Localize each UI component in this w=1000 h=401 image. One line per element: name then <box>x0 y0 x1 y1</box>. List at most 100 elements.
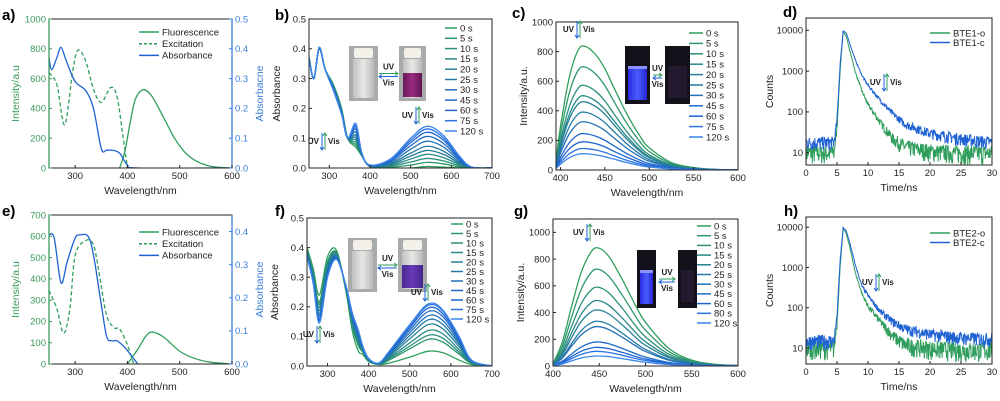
x-tick-label: 500 <box>172 367 188 378</box>
legend-label: 25 s <box>714 270 732 281</box>
legend-label: 120 s <box>460 126 483 137</box>
y-tick-label: 1000 <box>25 14 46 25</box>
vial-cap <box>403 240 422 250</box>
y-tick-label: 200 <box>30 134 46 145</box>
vial-photo-dark-blue <box>637 250 656 308</box>
legend-label: Excitation <box>162 39 203 50</box>
legend-label: 10 s <box>714 241 732 252</box>
vial-photo-violet <box>398 238 427 292</box>
panel-g: g) 400 450 500 550 600 0 200 400 600 800 1000 Wavele… <box>514 203 746 395</box>
series-line-5s <box>553 268 738 366</box>
y2-tick-label: 0.0 <box>235 163 248 174</box>
y-tick-label: 0.3 <box>293 74 306 85</box>
y-axis-label: Intensity/a.u. <box>515 263 527 323</box>
legend-label: BTE1-o <box>953 28 985 39</box>
uv-label: UV <box>870 78 882 87</box>
legend-label: 60 s <box>466 295 484 306</box>
series-line-120s <box>307 256 492 366</box>
y-tick-label: 0 <box>548 165 553 176</box>
y2-tick-label: 0.1 <box>235 326 248 337</box>
arrow-right-icon <box>379 71 399 76</box>
panel-label: h) <box>784 203 798 220</box>
y2-tick-label: 0.3 <box>235 74 248 85</box>
x-tick-label: 600 <box>224 367 240 378</box>
y-axis-label: Intensity/a.u <box>10 261 22 318</box>
series-group <box>309 46 492 168</box>
legend-label: 15 s <box>466 248 484 259</box>
y-tick-label: 400 <box>534 308 550 319</box>
y-tick-label: 800 <box>534 254 550 265</box>
y-tick-label: 1000 <box>532 17 553 28</box>
y-tick-label: 600 <box>30 232 46 243</box>
series-line-0s <box>307 247 492 366</box>
vis-label: Vis <box>593 228 605 237</box>
y-tick-label: 800 <box>30 44 46 55</box>
uv-vis-annotation: UV Vis <box>862 273 894 292</box>
legend-label: Excitation <box>162 239 203 250</box>
panel-c: c) 400 450 500 550 600 0 200 400 600 800 1000 Wavele… <box>512 5 746 199</box>
vial-cap <box>353 240 372 250</box>
panel-b: b) 300 400 500 600 700 0.0 0.1 0.2 0.3 0.4 0.5 Wavel… <box>271 7 500 197</box>
series-line-15s <box>553 299 738 366</box>
x-axis-label: Wavelength/nm <box>611 187 684 199</box>
y-tick-label: 200 <box>534 335 550 346</box>
legend-label: 15 s <box>706 60 724 71</box>
panel-label: e) <box>2 203 15 220</box>
vial-photo-dark <box>678 250 697 308</box>
arrow-right-icon <box>378 262 398 268</box>
uv-label: UV <box>862 278 874 287</box>
uv-vis-annotation: UV Vis <box>870 73 902 92</box>
y2-tick-label: 0.4 <box>235 227 248 238</box>
y-tick-label: 500 <box>30 253 46 264</box>
uv-label: UV <box>402 111 414 120</box>
legend-label: 20 s <box>714 260 732 271</box>
uv-label: UV <box>382 254 394 263</box>
x-tick-label: 10 <box>863 367 874 378</box>
y-tick-label: 600 <box>537 77 553 88</box>
series-line-30s <box>553 325 738 366</box>
legend-label: 0 s <box>714 221 727 232</box>
x-tick-label: 400 <box>119 171 135 182</box>
arrow-up-icon <box>577 20 583 38</box>
legend-label: 0 s <box>466 219 479 230</box>
legend-label: 45 s <box>706 101 724 112</box>
legend-label: 25 s <box>466 267 484 278</box>
legend: 0 s5 s10 s15 s20 s25 s30 s45 s60 s75 s12… <box>451 219 489 325</box>
uv-label: UV <box>308 137 320 146</box>
x-tick-label: 400 <box>119 367 135 378</box>
x-tick-label: 700 <box>484 369 500 380</box>
legend-label: 75 s <box>706 122 724 133</box>
panel-h: h) 0 5 10 15 20 25 30 10 100 1000 10000 Time/ns Count… <box>764 203 997 393</box>
y-tick-label: 10 <box>792 343 803 354</box>
legend-label: 10 s <box>706 49 724 60</box>
y-tick-label: 100 <box>787 303 803 314</box>
panel-d: d) 0 5 10 15 20 25 30 10 100 1000 10000 Time/ns Count… <box>764 4 997 194</box>
y-tick-label: 100 <box>787 107 803 118</box>
y-tick-label: 400 <box>30 104 46 115</box>
x-axis-label: Wavelength/nm <box>609 383 682 395</box>
legend-label: 20 s <box>460 65 478 76</box>
y-tick-label: 1000 <box>529 228 550 239</box>
series-line-fluorescence <box>126 331 232 364</box>
arrow-up-icon <box>587 223 593 241</box>
legend-label: 5 s <box>466 229 479 240</box>
y-tick-label: 0.4 <box>293 44 306 55</box>
x-tick-label: 300 <box>321 171 337 182</box>
y-tick-label: 10000 <box>777 223 803 234</box>
x-axis-label: Wavelength/nm <box>104 185 177 197</box>
y-tick-label: 10 <box>792 148 803 159</box>
x-tick-label: 20 <box>925 168 936 179</box>
x-tick-label: 500 <box>638 369 654 380</box>
y-tick-label: 400 <box>30 274 46 285</box>
x-tick-label: 300 <box>320 369 336 380</box>
arrow-up-icon <box>884 73 890 91</box>
x-axis-label: Time/ns <box>881 182 918 194</box>
y-tick-label: 0.5 <box>293 14 306 25</box>
vial-photo-dark <box>665 46 690 104</box>
series-line-120s <box>309 46 492 168</box>
y-axis-label: Counts <box>764 75 776 108</box>
legend-label: 30 s <box>466 276 484 287</box>
vis-label: Vis <box>661 284 673 293</box>
